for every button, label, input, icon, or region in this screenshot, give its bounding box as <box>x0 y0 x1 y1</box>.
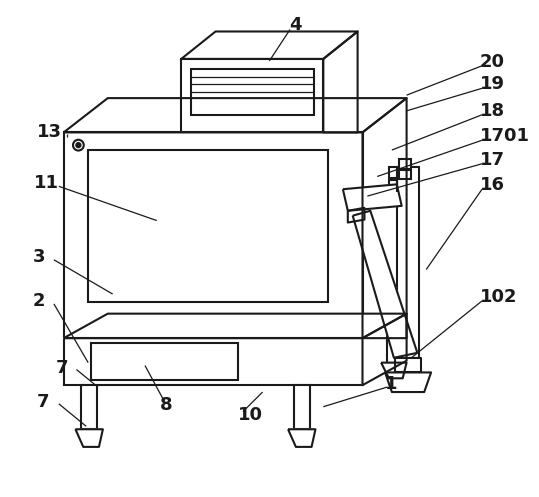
Bar <box>387 324 400 363</box>
Text: 20: 20 <box>480 53 505 71</box>
Text: 7: 7 <box>37 393 50 411</box>
Polygon shape <box>343 184 402 211</box>
Text: 19: 19 <box>480 76 505 93</box>
Polygon shape <box>353 211 417 358</box>
Polygon shape <box>181 31 357 59</box>
Text: 2: 2 <box>32 292 45 310</box>
Text: 18: 18 <box>480 102 505 120</box>
Bar <box>397 166 419 358</box>
Bar <box>91 343 238 380</box>
Text: 4: 4 <box>289 15 301 34</box>
Polygon shape <box>64 314 406 338</box>
Bar <box>389 180 397 192</box>
Bar <box>191 69 314 115</box>
Text: 8: 8 <box>160 396 172 414</box>
Text: 7: 7 <box>56 358 68 377</box>
Bar <box>294 385 309 429</box>
Circle shape <box>76 143 81 148</box>
Text: 1701: 1701 <box>480 127 530 145</box>
Text: 17: 17 <box>480 151 505 169</box>
Text: 3: 3 <box>32 248 45 266</box>
Bar <box>88 150 328 302</box>
Bar <box>81 385 97 429</box>
Text: 16: 16 <box>480 176 505 194</box>
Polygon shape <box>385 372 431 392</box>
Polygon shape <box>288 429 315 447</box>
Text: 1: 1 <box>385 375 398 393</box>
Polygon shape <box>363 314 406 385</box>
Bar <box>181 59 323 132</box>
Polygon shape <box>363 98 406 338</box>
Polygon shape <box>64 98 406 132</box>
Polygon shape <box>395 358 421 372</box>
Text: 102: 102 <box>480 288 517 306</box>
Polygon shape <box>75 429 103 447</box>
Polygon shape <box>348 208 364 223</box>
Bar <box>389 166 397 178</box>
Polygon shape <box>381 363 406 378</box>
Polygon shape <box>323 31 357 132</box>
Bar <box>399 159 411 168</box>
Text: 11: 11 <box>34 174 59 192</box>
Text: 13: 13 <box>37 123 62 142</box>
Bar <box>399 169 411 179</box>
Text: 10: 10 <box>238 406 263 423</box>
Bar <box>64 338 363 385</box>
Bar <box>64 132 363 338</box>
